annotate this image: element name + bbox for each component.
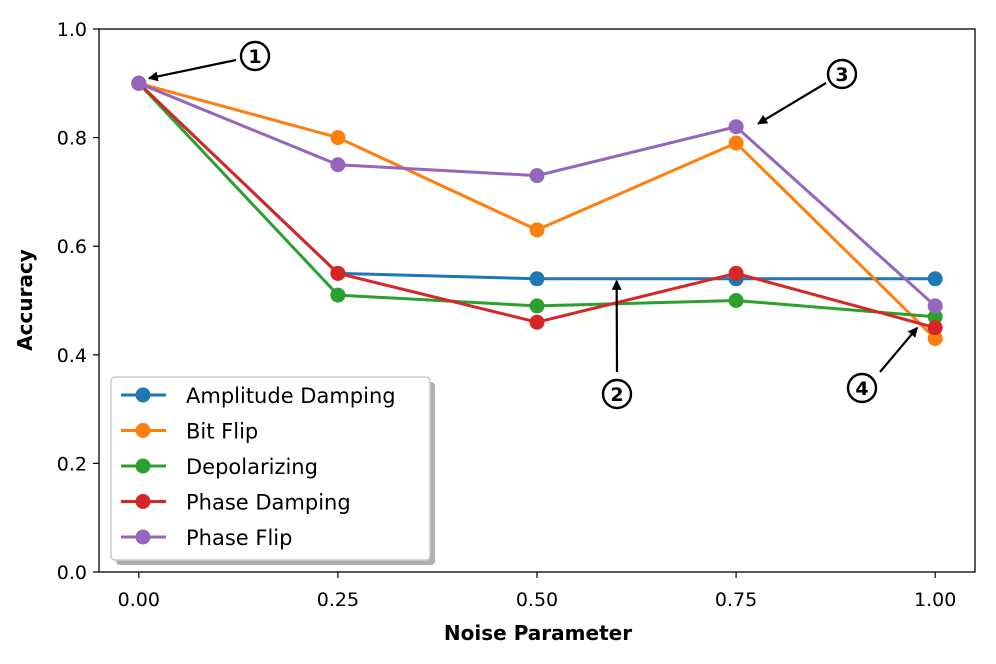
- legend-marker: [135, 494, 151, 509]
- annotation-label: 2: [610, 384, 623, 406]
- x-axis-title: Noise Parameter: [444, 621, 632, 645]
- data-point-bit-flip: [529, 222, 545, 238]
- annotation-label: 4: [855, 378, 868, 400]
- x-tick-label: 0.75: [715, 589, 757, 611]
- legend-label: Depolarizing: [186, 455, 318, 479]
- data-point-phase-flip: [927, 298, 943, 314]
- data-point-bit-flip: [330, 130, 346, 146]
- plot-area-frame: [98, 28, 976, 573]
- data-point-phase-flip: [728, 119, 744, 135]
- data-point-phase-flip: [529, 168, 545, 184]
- annotation-badge: [826, 58, 858, 90]
- x-tick-label: 0.00: [118, 589, 160, 611]
- axis-ticks: 0.00 0.25 0.50 0.75 1.00 0.0 0.2 0.4 0.6 0.8 1.0: [57, 19, 957, 611]
- data-point-phase-damping: [529, 314, 545, 330]
- y-tick-label: 1.0: [57, 19, 87, 41]
- y-tick-label: 0.6: [57, 236, 87, 258]
- legend-label: Amplitude Damping: [186, 384, 396, 408]
- data-point-phase-damping: [330, 265, 346, 281]
- y-axis-title: Accuracy: [13, 249, 37, 351]
- legend-box: [110, 376, 431, 561]
- annotation-badge: [239, 40, 271, 72]
- annotation-label: 1: [248, 46, 261, 68]
- data-point-amplitude-damping: [529, 271, 545, 287]
- annotation-badge: [601, 378, 633, 410]
- y-tick-label: 0.2: [57, 453, 87, 475]
- y-tick-label: 0.8: [57, 128, 87, 150]
- annotation-badge: [846, 372, 878, 404]
- series-line-phase-damping: [137, 82, 936, 330]
- annotation-arrow: [879, 326, 919, 373]
- annotation-label: 3: [835, 64, 848, 86]
- legend-label: Phase Flip: [186, 526, 292, 550]
- legend-label: Bit Flip: [186, 420, 258, 444]
- data-point-bit-flip: [927, 331, 943, 347]
- legend-label: Phase Damping: [186, 491, 351, 515]
- annotation-arrow: [147, 58, 237, 82]
- series-layer: [131, 75, 943, 347]
- legend: Amplitude Damping Bit Flip Depolarizing Pha…: [110, 376, 435, 565]
- x-tick-label: 1.00: [914, 589, 956, 611]
- data-point-depolarizing: [728, 293, 744, 308]
- legend-marker: [135, 458, 151, 474]
- x-tick-label: 0.25: [317, 589, 359, 611]
- legend-marker: [135, 529, 151, 545]
- data-point-depolarizing: [927, 309, 943, 325]
- y-tick-label: 0.0: [57, 562, 87, 584]
- data-point-amplitude-damping: [927, 271, 943, 287]
- data-point-phase-damping: [927, 320, 943, 336]
- annotation-arrow: [757, 82, 827, 125]
- legend-marker: [135, 387, 151, 403]
- y-tick-label: 0.4: [57, 345, 87, 367]
- data-point-phase-flip: [330, 157, 346, 173]
- data-point-depolarizing: [330, 287, 346, 303]
- data-point-depolarizing: [529, 298, 545, 314]
- legend-marker: [135, 423, 151, 438]
- data-point-phase-damping: [728, 265, 744, 281]
- data-point-bit-flip: [728, 135, 744, 151]
- x-tick-label: 0.50: [516, 589, 558, 611]
- data-point-phase-flip: [131, 75, 147, 91]
- annotation-layer: 1 2 3 4: [147, 40, 919, 410]
